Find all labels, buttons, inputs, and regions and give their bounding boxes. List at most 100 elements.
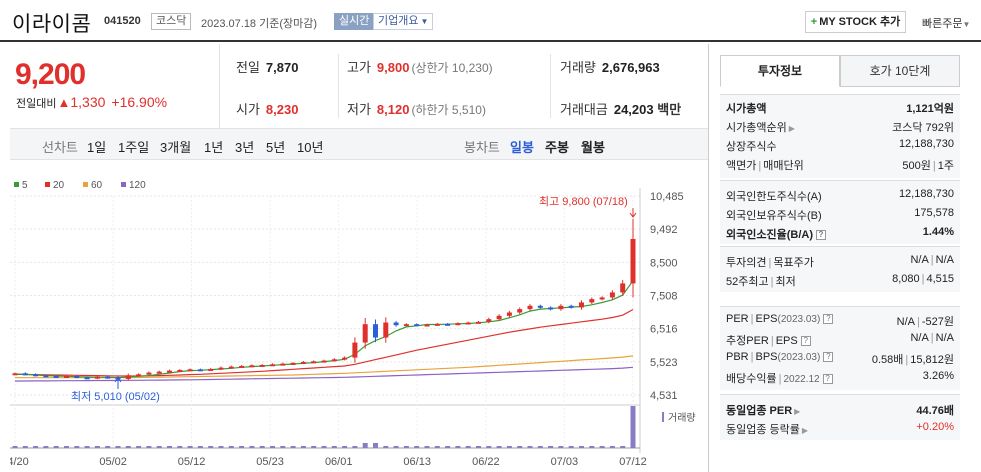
amount-label: 거래대금 (560, 102, 608, 117)
high-value: 9,800 (376, 60, 410, 75)
foreign-hold-value: 175,578 (914, 207, 954, 219)
tab-daily[interactable]: 일봉 (510, 140, 534, 155)
stock-name: 이라이콤 (12, 13, 92, 36)
w52-label-2: 최저 (775, 276, 796, 288)
volume-bar (167, 446, 172, 448)
price-chart[interactable]: 10,485 9,492 8,500 7,508 6,516 5,523 4,531 04/2… (10, 168, 700, 472)
legend-swatch (83, 182, 88, 187)
tab-monthly[interactable]: 월봉 (581, 140, 605, 155)
par-value: 500원 | 1주 (902, 157, 954, 173)
quick-order-label: 빠른주문 (922, 18, 963, 30)
candle-body (393, 322, 399, 326)
volume-bar (12, 446, 18, 448)
stock-header: 이라이콤 041520 코스닥 2023.07.18 기준(장마감) 실시간 기… (0, 0, 981, 42)
tab-10y[interactable]: 10년 (297, 140, 324, 155)
change-value: 1,330 (70, 94, 106, 110)
sector-rate-label: 동일업종 등락률 ▶ (726, 421, 808, 437)
separator: | (930, 332, 934, 344)
separator: | (770, 276, 774, 288)
low-label: 저가 (347, 102, 371, 117)
tab-1y[interactable]: 1년 (204, 140, 224, 155)
help-icon[interactable]: ? (800, 336, 811, 347)
tab-5y[interactable]: 5년 (266, 140, 286, 155)
low-price: 저가 8,120 (하한가 5,510) (347, 99, 486, 118)
legend-label: 120 (129, 180, 146, 191)
w52-row: 52주최고 | 최저 8,080 | 4,515 (726, 271, 954, 289)
candle-body (527, 305, 533, 310)
volume-bar (218, 446, 224, 448)
y-tick-label: 10,485 (650, 191, 684, 203)
candle-body (218, 367, 224, 370)
market-cap-rank-text: 시가총액순위 (726, 122, 787, 134)
company-info-button[interactable]: 기업개요 ▼ (373, 13, 434, 30)
candle-body (300, 361, 306, 364)
volume: 거래량 2,676,963 (560, 57, 660, 76)
tab-invest-info[interactable]: 투자정보 (720, 55, 840, 87)
tab-3y[interactable]: 3년 (235, 140, 255, 155)
candle-body (414, 324, 420, 327)
volume-bar (434, 446, 440, 448)
quick-order-button[interactable]: 빠른주문▼ (922, 15, 970, 31)
foreign-ratio-text: 외국인소진율(B/A) (726, 229, 813, 241)
candle-body (352, 342, 358, 358)
prev-close: 전일 7,870 (236, 57, 298, 76)
w52-value-2: 4,515 (926, 273, 954, 285)
help-icon[interactable]: ? (823, 314, 834, 325)
candle-body (270, 364, 275, 367)
pbr-value: 0.58배 | 15,812원 (872, 351, 954, 367)
per-label: PER | EPS(2023.03)? (726, 313, 834, 325)
candle-body (331, 359, 337, 362)
help-icon[interactable]: ? (822, 374, 833, 385)
y-tick-label: 8,500 (650, 257, 678, 269)
candle-body (620, 283, 626, 293)
tab-1d[interactable]: 1일 (87, 140, 107, 155)
volume-bar (373, 443, 378, 448)
chevron-right-icon[interactable]: ▶ (794, 407, 801, 416)
chevron-right-icon[interactable]: ▶ (801, 426, 809, 435)
candle-body (465, 322, 471, 325)
volume-bar (362, 443, 368, 448)
volume-bar (558, 446, 564, 448)
candle-body (342, 357, 348, 360)
opinion-value-2: N/A (935, 254, 954, 266)
volume-bar (609, 446, 615, 448)
help-icon[interactable]: ? (816, 230, 826, 241)
tab-3m[interactable]: 3개월 (160, 140, 192, 155)
volume-bar (455, 446, 461, 448)
volume-bar (321, 446, 327, 448)
separator: | (917, 316, 920, 328)
opinion-label-1: 투자의견 (726, 257, 767, 269)
y-tick-label: 7,508 (650, 291, 678, 303)
volume-bar (424, 446, 430, 448)
volume-bar (342, 446, 348, 448)
volume-bar (383, 446, 389, 448)
volume-bar (280, 446, 286, 448)
candle-body (517, 309, 523, 313)
volume-bar (311, 446, 317, 448)
current-price: 9,200 (15, 58, 86, 91)
tab-weekly[interactable]: 주봉 (545, 140, 569, 155)
chevron-right-icon[interactable]: ▶ (788, 124, 795, 133)
change-label: 전일대비 (16, 98, 57, 110)
w52-label-1: 52주최고 (726, 276, 769, 288)
tab-orderbook-10[interactable]: 호가 10단계 (840, 55, 960, 87)
help-icon[interactable]: ? (823, 352, 834, 363)
volume-bar (136, 446, 142, 448)
realtime-button[interactable]: 실시간 (334, 13, 375, 30)
volume-bar (548, 446, 554, 448)
separator: | (778, 373, 782, 385)
volume-bar (527, 446, 533, 448)
foreign-limit-value: 12,188,730 (898, 188, 954, 200)
up-arrow-icon: ▲ (57, 95, 71, 110)
market-cap-rank-label: 시가총액순위 ▶ (726, 119, 795, 135)
candle-body (589, 299, 595, 303)
tab-1w[interactable]: 1주일 (118, 140, 150, 155)
add-mystock-button[interactable]: + MY STOCK 추가 (805, 11, 906, 33)
add-mystock-label: MY STOCK 추가 (819, 16, 901, 28)
sector-rate-row: 동일업종 등락률 ▶ +0.20% (726, 419, 954, 437)
par-value-2: 1주 (937, 160, 954, 172)
opinion-label: 투자의견 | 목표주가 (726, 254, 814, 270)
foreign-ratio-value: 1.44% (922, 226, 954, 238)
foreign-ratio-row: 외국인소진율(B/A)? 1.44% (726, 224, 954, 242)
shares-label: 상장주식수 (726, 141, 777, 153)
